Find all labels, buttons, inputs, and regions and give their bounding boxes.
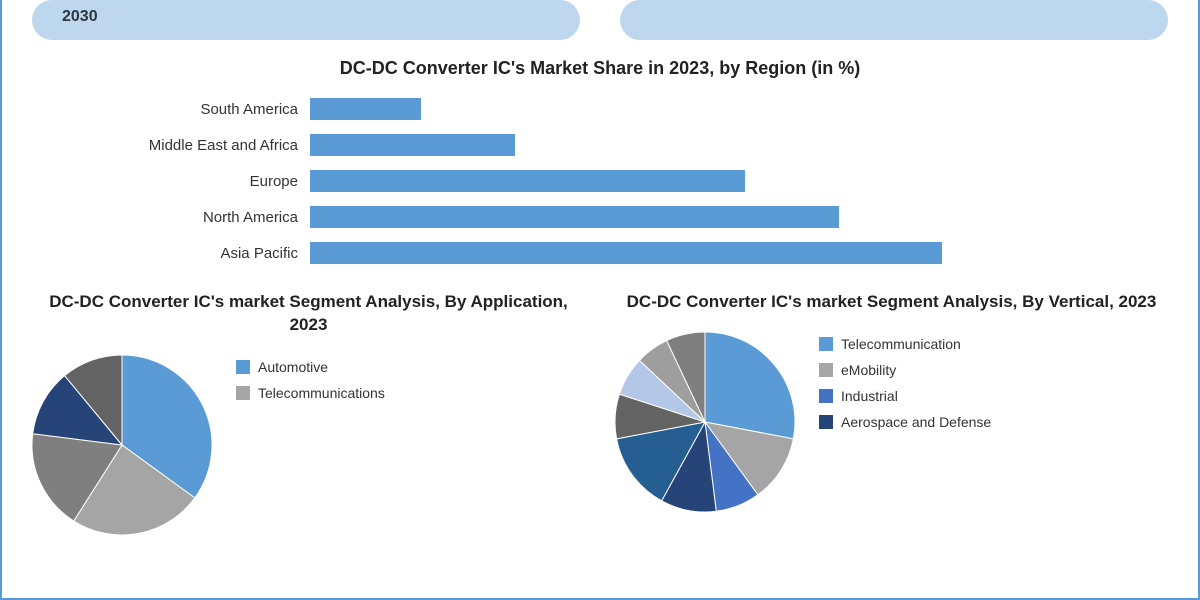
top-pills-row: 2030: [32, 0, 1168, 40]
legend-text: Industrial: [841, 388, 898, 404]
bar-row: North America: [100, 203, 1100, 231]
pie-slice: [705, 332, 795, 439]
pie-vertical-section: DC-DC Converter IC's market Segment Anal…: [615, 291, 1168, 535]
legend-item: eMobility: [819, 362, 991, 378]
bar-row: Middle East and Africa: [100, 131, 1100, 159]
bar-label: Middle East and Africa: [100, 137, 310, 154]
top-pill-right: [620, 0, 1168, 40]
pie-application-section: DC-DC Converter IC's market Segment Anal…: [32, 291, 585, 535]
legend-text: Aerospace and Defense: [841, 414, 991, 430]
legend-text: Automotive: [258, 359, 328, 375]
bar-label: Asia Pacific: [100, 245, 310, 262]
bar-track: [310, 98, 1100, 120]
legend-text: Telecommunications: [258, 385, 385, 401]
legend-text: eMobility: [841, 362, 896, 378]
bar-fill: [310, 170, 745, 192]
bar-chart-section: DC-DC Converter IC's Market Share in 202…: [32, 58, 1168, 267]
bar-track: [310, 134, 1100, 156]
bar-label: Europe: [100, 173, 310, 190]
top-pill-left: 2030: [32, 0, 580, 40]
bar-fill: [310, 134, 515, 156]
pies-row: DC-DC Converter IC's market Segment Anal…: [32, 291, 1168, 535]
legend-item: Automotive: [236, 359, 385, 375]
legend-item: Telecommunication: [819, 336, 991, 352]
bar-row: South America: [100, 95, 1100, 123]
bar-fill: [310, 98, 421, 120]
pie-application-title: DC-DC Converter IC's market Segment Anal…: [32, 291, 585, 337]
bar-label: South America: [100, 101, 310, 118]
legend-item: Aerospace and Defense: [819, 414, 991, 430]
legend-swatch: [819, 337, 833, 351]
legend-item: Industrial: [819, 388, 991, 404]
legend-swatch: [236, 360, 250, 374]
legend-swatch: [819, 415, 833, 429]
bar-fill: [310, 242, 942, 264]
legend-swatch: [819, 363, 833, 377]
legend-text: Telecommunication: [841, 336, 961, 352]
bar-fill: [310, 206, 839, 228]
pie-vertical-title: DC-DC Converter IC's market Segment Anal…: [615, 291, 1168, 314]
pie-vertical-legend: Telecommunication eMobility Industrial Aero…: [819, 332, 991, 430]
pie-application-body: Automotive Telecommunications: [32, 355, 585, 535]
pie-vertical-body: Telecommunication eMobility Industrial Aero…: [615, 332, 1168, 512]
top-pill-left-text: 2030: [62, 8, 98, 25]
bar-track: [310, 206, 1100, 228]
legend-item: Telecommunications: [236, 385, 385, 401]
legend-swatch: [819, 389, 833, 403]
bar-row: Europe: [100, 167, 1100, 195]
pie-application-legend: Automotive Telecommunications: [236, 355, 385, 401]
legend-swatch: [236, 386, 250, 400]
bar-track: [310, 242, 1100, 264]
pie-vertical-chart: [615, 332, 795, 512]
bar-track: [310, 170, 1100, 192]
bar-row: Asia Pacific: [100, 239, 1100, 267]
pie-application-chart: [32, 355, 212, 535]
bar-chart: South America Middle East and Africa Europ…: [100, 95, 1100, 267]
bar-chart-title: DC-DC Converter IC's Market Share in 202…: [32, 58, 1168, 79]
bar-label: North America: [100, 209, 310, 226]
